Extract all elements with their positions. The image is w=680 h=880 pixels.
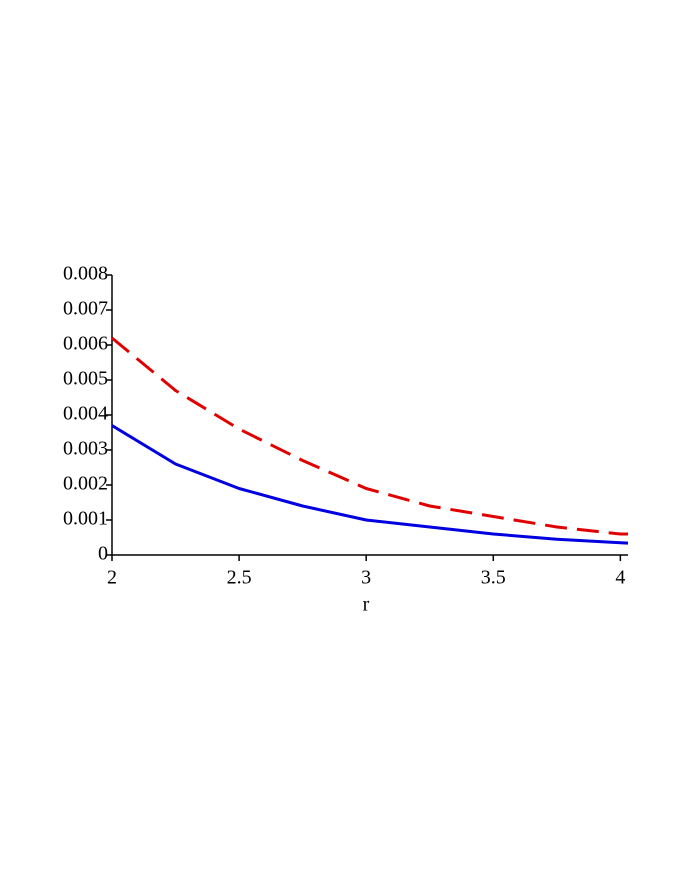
y-tick-label: 0.008 xyxy=(63,263,108,285)
y-tick-label: 0.007 xyxy=(63,298,108,320)
x-axis-label: r xyxy=(363,594,370,616)
x-tick-label: 2 xyxy=(107,567,117,589)
y-tick-label: 0 xyxy=(98,543,108,565)
y-tick-label: 0.006 xyxy=(63,333,108,355)
x-tick-label: 2.5 xyxy=(227,567,252,589)
y-tick-label: 0.002 xyxy=(63,473,108,495)
series-line xyxy=(111,336,628,536)
y-tick-label: 0.001 xyxy=(63,508,108,530)
y-tick-label: 0.003 xyxy=(63,438,108,460)
x-tick-label: 4 xyxy=(615,567,625,589)
x-tick-label: 3.5 xyxy=(481,567,506,589)
y-tick-label: 0.004 xyxy=(63,403,108,425)
y-tick-label: 0.005 xyxy=(63,368,108,390)
series-line xyxy=(111,424,629,545)
x-tick-label: 3 xyxy=(361,567,371,589)
